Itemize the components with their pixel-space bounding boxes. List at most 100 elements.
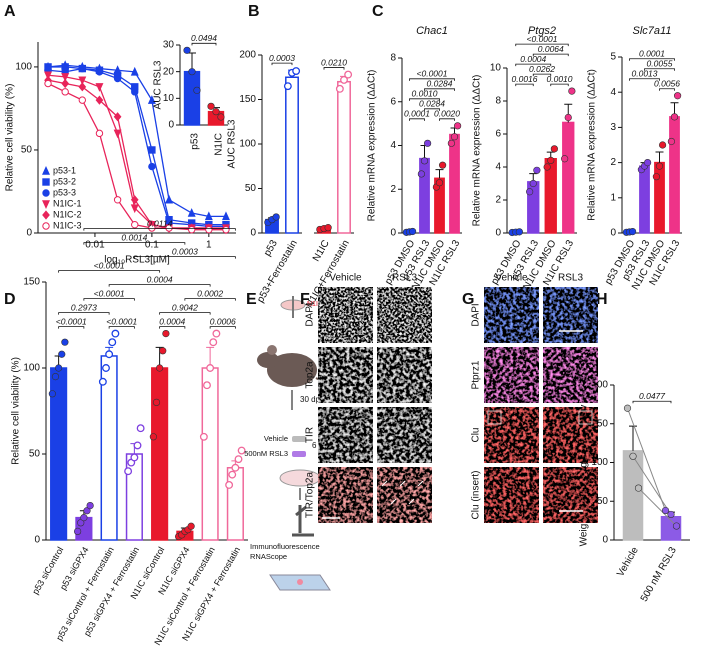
legend-marker — [42, 189, 50, 197]
y-tick-label: 0 — [34, 535, 40, 546]
data-point — [207, 102, 215, 110]
y-axis-label: AUC RSL3 — [153, 60, 164, 109]
significance-bracket — [532, 73, 552, 77]
data-point — [44, 79, 52, 88]
panel-label: C — [372, 3, 384, 20]
y-axis-label: AUC RSL3 — [227, 119, 238, 168]
p-value: 0.0004 — [520, 54, 546, 64]
data-point — [212, 108, 220, 116]
row-label: Ptprz1 — [471, 360, 482, 389]
y-axis-label: Relative mRNA expression (ΔΔCt) — [367, 70, 378, 222]
y-tick-label: 150 — [239, 94, 256, 105]
row-label: DAPI — [471, 303, 482, 326]
y-tick-label: 0 — [26, 228, 32, 239]
legend-label: N1IC-1 — [53, 198, 82, 208]
y-tick-label: 0 — [610, 228, 616, 239]
legend-label: p53-1 — [53, 165, 76, 175]
row-label: DAPI — [305, 303, 316, 326]
micrograph — [484, 287, 539, 343]
significance-bracket — [58, 326, 85, 329]
y-tick-label: 200 — [591, 380, 608, 391]
data-point — [86, 502, 94, 510]
column-header: RSL3 — [392, 273, 417, 284]
p-value: 0.0056 — [654, 78, 680, 88]
p-value: <0.0001 — [106, 316, 137, 326]
data-point — [78, 64, 87, 73]
significance-bracket — [209, 326, 236, 329]
data-point — [658, 141, 667, 149]
data-point — [165, 224, 173, 232]
p-value: 0.0016 — [512, 74, 538, 84]
y-tick-label: 2 — [610, 157, 616, 168]
data-point — [515, 228, 523, 236]
y-tick-label: 30 — [163, 40, 175, 51]
y-tick-label: 4 — [495, 162, 501, 173]
y-tick-label: 2 — [495, 195, 501, 206]
data-point — [61, 338, 69, 346]
data-point — [424, 139, 432, 147]
y-tick-label: 50 — [245, 183, 257, 194]
bar — [449, 133, 460, 234]
data-point — [543, 163, 551, 171]
data-point — [130, 195, 139, 205]
p-value: 0.2973 — [71, 302, 97, 312]
significance-bracket — [409, 118, 425, 121]
schematic-label: RNAScope — [250, 552, 287, 561]
bar — [419, 157, 430, 234]
data-point — [130, 204, 139, 214]
significance-bracket — [271, 62, 293, 66]
data-point — [113, 196, 122, 204]
y-tick-label: 100 — [15, 62, 32, 73]
data-point — [234, 455, 243, 464]
data-point — [183, 46, 191, 54]
p-value: 0.0494 — [191, 33, 217, 43]
data-point — [105, 350, 114, 359]
p-value: 0.0064 — [538, 44, 564, 54]
significance-bracket — [323, 67, 345, 70]
data-point — [193, 86, 201, 94]
y-tick-label: 4 — [610, 87, 616, 98]
data-point — [203, 381, 211, 390]
x-tick-label: 1 — [206, 240, 212, 251]
significance-bracket — [515, 63, 552, 67]
significance-bracket — [515, 43, 569, 47]
mouse-ear — [267, 345, 277, 355]
data-point — [217, 113, 225, 121]
data-point — [61, 73, 70, 82]
y-tick-label: 100 — [239, 139, 256, 150]
p-value: 0.0020 — [434, 109, 460, 119]
schematic-label: 500nM RSL3 — [244, 449, 288, 458]
error-bar — [420, 145, 429, 159]
data-point — [78, 96, 87, 104]
bar — [622, 450, 644, 541]
panel-label: H — [596, 291, 608, 308]
micrograph — [318, 467, 373, 523]
p-value: <0.0001 — [56, 316, 87, 326]
data-point — [439, 161, 447, 169]
data-point — [643, 159, 652, 167]
bar — [639, 165, 650, 234]
data-point — [113, 74, 122, 83]
p-value: <0.0001 — [94, 260, 125, 270]
data-point — [130, 66, 139, 76]
data-point — [550, 145, 558, 153]
data-point — [667, 510, 675, 519]
micrograph — [318, 287, 373, 343]
y-tick-label: 0 — [602, 535, 608, 546]
data-point — [124, 467, 133, 476]
bar — [562, 121, 575, 234]
data-point — [80, 514, 88, 522]
significance-bracket — [532, 53, 569, 57]
y-tick-label: 6 — [390, 96, 396, 107]
row-label: TIR/Top2a — [305, 471, 316, 518]
data-point — [98, 377, 107, 386]
p-value: 0.0014 — [121, 232, 147, 242]
y-tick-label: 1 — [610, 192, 616, 203]
micrograph — [543, 407, 598, 463]
pair-line — [638, 487, 677, 527]
p-value: 0.0262 — [529, 64, 555, 74]
syringe — [292, 436, 306, 442]
data-point — [673, 92, 682, 100]
data-point — [672, 522, 681, 530]
p-value: 0.0006 — [210, 316, 236, 326]
